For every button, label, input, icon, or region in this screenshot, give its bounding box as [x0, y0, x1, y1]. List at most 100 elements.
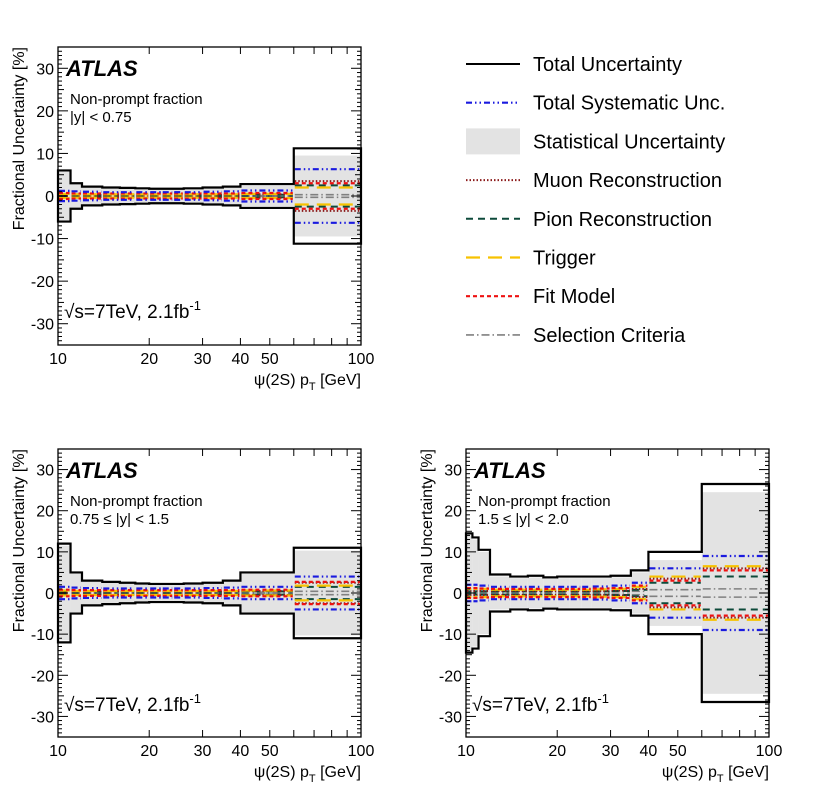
- legend: Total Uncertainty Total Systematic Unc. St…: [466, 54, 725, 347]
- legend-label-trigger: Trigger: [533, 248, 596, 270]
- stat-band-bin: [701, 492, 769, 694]
- x-axis-label: ψ(2S) pT [GeV]: [254, 764, 361, 785]
- stat-band-bin: [489, 576, 511, 610]
- x-axis-label-sub: T: [717, 773, 724, 785]
- stat-band-bin: [510, 578, 528, 608]
- stat-band-bin: [581, 578, 592, 608]
- total-upper-envelope: [56, 542, 363, 593]
- atlas-label: ATLAS: [473, 458, 546, 483]
- atlas-label: ATLAS: [65, 458, 138, 483]
- x-tick-label: 10: [49, 351, 67, 368]
- lumi-exponent: -1: [189, 298, 201, 313]
- x-axis-label-main: ψ(2S) p: [254, 372, 309, 389]
- y-axis-label: Fractional Uncertainty [%]: [11, 47, 28, 230]
- x-axis-label-unit: [GeV]: [316, 764, 361, 781]
- x-tick-label: 20: [548, 743, 566, 760]
- x-tick-label: 50: [261, 743, 279, 760]
- panel-rapidity-1: -30 -20 -10 0 10 20 30 10 20 30 40 50 100 ψ(2S) pT [G…: [11, 448, 375, 785]
- stat-band-bin: [293, 155, 361, 237]
- energy-lumi-text: √s=7TeV, 2.1fb: [64, 695, 189, 716]
- x-axis-label-main: ψ(2S) p: [662, 764, 717, 781]
- stat-band-bin: [610, 577, 631, 609]
- y-tick-label: 0: [453, 586, 462, 603]
- energy-lumi-label: √s=7TeV, 2.1fb-1: [472, 691, 609, 716]
- total-upper-envelope: [464, 482, 771, 593]
- y-tick-label: -30: [31, 709, 54, 726]
- stat-band-bin: [569, 578, 582, 608]
- stat-band-bin: [293, 550, 361, 636]
- panel-rapidity-2: -30 -20 -10 0 10 20 30 10 20 30 40 50 100 ψ(2S) pT [G…: [419, 448, 783, 785]
- x-tick-label: 40: [232, 351, 250, 368]
- x-tick-label: 10: [457, 743, 475, 760]
- stat-band-bin: [591, 578, 611, 608]
- total-lower-envelope: [464, 593, 771, 704]
- x-tick-label: 30: [194, 743, 212, 760]
- legend-label-stat: Statistical Uncertainty: [533, 131, 725, 153]
- total-lower-envelope: [56, 593, 363, 644]
- y-tick-label: 0: [45, 586, 54, 603]
- x-axis-label-unit: [GeV]: [724, 764, 769, 781]
- y-tick-label: 10: [36, 146, 54, 163]
- atlas-label: ATLAS: [65, 56, 138, 81]
- y-tick-label: 20: [36, 504, 54, 521]
- x-tick-label: 100: [756, 743, 783, 760]
- energy-lumi-text: √s=7TeV, 2.1fb: [64, 302, 189, 323]
- quantity-label: Non-prompt fraction: [70, 91, 203, 108]
- stat-band-bin: [630, 572, 649, 614]
- x-tick-label: 50: [261, 351, 279, 368]
- x-tick-label: 100: [348, 351, 375, 368]
- legend-label-pion: Pion Reconstruction: [533, 209, 712, 231]
- x-axis-label-sub: T: [309, 773, 316, 785]
- y-tick-label: -10: [31, 232, 54, 249]
- y-tick-label: -10: [439, 627, 462, 644]
- legend-label-muon: Muon Reconstruction: [533, 170, 722, 192]
- stat-band-bin: [557, 578, 570, 608]
- energy-lumi-label: √s=7TeV, 2.1fb-1: [64, 691, 201, 716]
- x-tick-label: 10: [49, 743, 67, 760]
- rapidity-label: 1.5 ≤ |y| < 2.0: [478, 511, 569, 528]
- x-axis-label: ψ(2S) pT [GeV]: [662, 764, 769, 785]
- y-tick-label: 0: [45, 189, 54, 206]
- x-axis-label-main: ψ(2S) p: [254, 764, 309, 781]
- y-tick-label: -30: [31, 317, 54, 334]
- energy-lumi-label: √s=7TeV, 2.1fb-1: [64, 298, 201, 323]
- quantity-label: Non-prompt fraction: [478, 493, 611, 510]
- rapidity-label: 0.75 ≤ |y| < 1.5: [70, 511, 169, 528]
- quantity-label: Non-prompt fraction: [70, 493, 203, 510]
- y-tick-label: 10: [444, 545, 462, 562]
- y-tick-label: 10: [36, 545, 54, 562]
- stat-band-bin: [240, 573, 294, 613]
- y-tick-label: 20: [444, 504, 462, 521]
- y-axis-label: Fractional Uncertainty [%]: [11, 449, 28, 632]
- lumi-exponent: -1: [189, 691, 201, 706]
- y-tick-label: 30: [444, 463, 462, 480]
- y-tick-label: -30: [439, 709, 462, 726]
- legend-label-total: Total Uncertainty: [533, 54, 682, 76]
- legend-label-fit: Fit Model: [533, 286, 615, 308]
- rapidity-label: |y| < 0.75: [70, 109, 132, 126]
- legend-swatch-stat: [466, 128, 520, 155]
- x-tick-label: 40: [640, 743, 658, 760]
- panel-rapidity-0: -30 -20 -10 0 10 20 30 10 20 30 40 50 100 ψ(2S) pT [G…: [11, 46, 375, 393]
- x-tick-label: 30: [602, 743, 620, 760]
- legend-label-syst: Total Systematic Unc.: [533, 93, 725, 115]
- total-upper-envelope: [56, 147, 363, 196]
- x-tick-label: 30: [194, 351, 212, 368]
- stat-band-bin: [648, 560, 702, 626]
- total-lower-envelope: [56, 196, 363, 245]
- stat-band-bin: [543, 579, 558, 607]
- y-tick-label: -20: [31, 274, 54, 291]
- y-tick-label: 30: [36, 61, 54, 78]
- legend-label-sel: Selection Criteria: [533, 325, 686, 347]
- x-tick-label: 20: [140, 743, 158, 760]
- x-tick-label: 100: [348, 743, 375, 760]
- y-tick-label: 30: [36, 463, 54, 480]
- x-tick-label: 50: [669, 743, 687, 760]
- stat-band-bin: [478, 551, 490, 635]
- energy-lumi-text: √s=7TeV, 2.1fb: [472, 695, 597, 716]
- y-axis-label: Fractional Uncertainty [%]: [419, 449, 436, 632]
- x-axis-label-sub: T: [309, 381, 316, 393]
- y-tick-label: 20: [36, 104, 54, 121]
- x-tick-label: 40: [232, 743, 250, 760]
